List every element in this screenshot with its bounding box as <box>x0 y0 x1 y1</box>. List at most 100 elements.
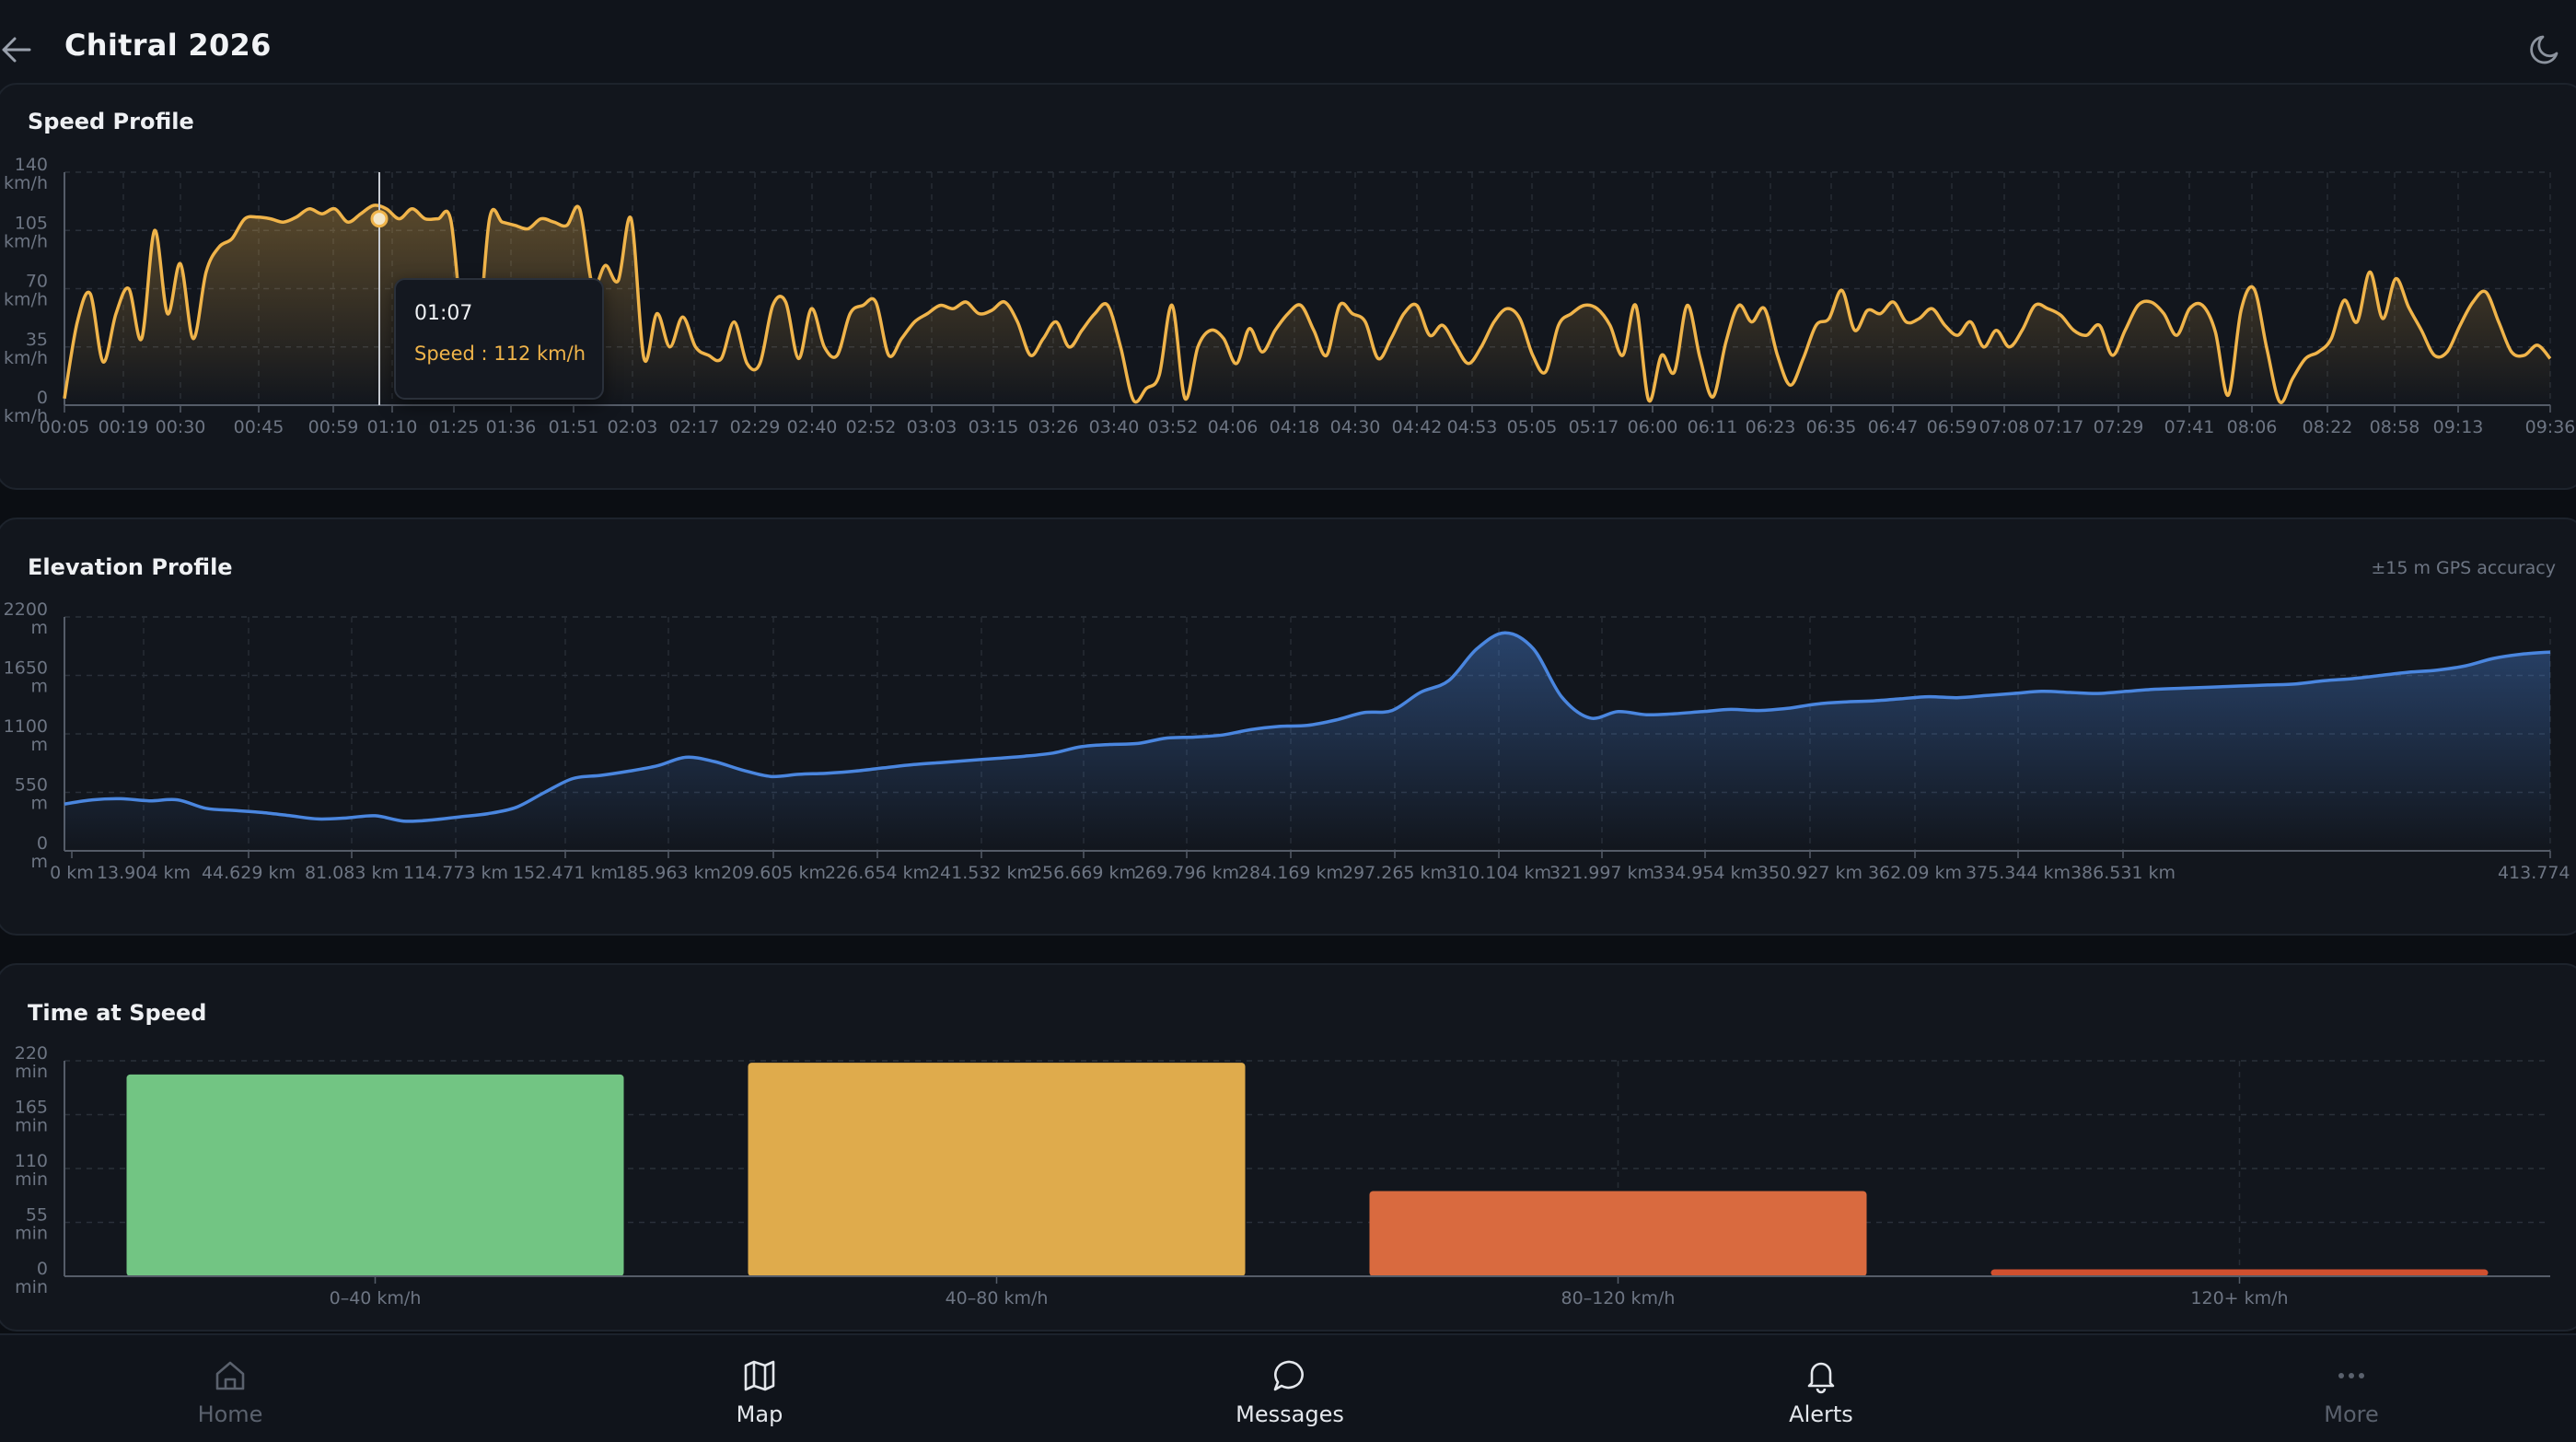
x-tick-label: 07:17 <box>2034 417 2084 437</box>
y-tick-label: 55 <box>26 1205 48 1226</box>
x-tick-label: 00:19 <box>99 417 149 437</box>
x-tick-label: 02:17 <box>669 417 720 437</box>
bar-4 <box>1990 1269 2489 1276</box>
bottom-nav: Home Map Messages Alerts More <box>0 1333 2576 1442</box>
gps-accuracy-note: ±15 m GPS accuracy <box>2371 558 2556 578</box>
bell-icon <box>1807 1362 1835 1394</box>
x-tick-label: 375.344 km <box>1966 863 2071 883</box>
x-tick-label: 310.104 km <box>1446 863 1551 883</box>
tooltip-time: 01:07 <box>414 302 473 325</box>
crosshair-point <box>370 210 389 228</box>
tooltip-speed: Speed : 112 km/h <box>414 343 586 365</box>
y-tick-label: 0 <box>37 388 48 408</box>
y-tick-unit: m <box>30 618 48 638</box>
x-tick-label: 02:40 <box>787 417 838 437</box>
x-tick-label: 02:52 <box>846 417 897 437</box>
x-tick-label: 03:40 <box>1089 417 1140 437</box>
x-tick-label: 09:13 <box>2433 417 2484 437</box>
y-tick-unit: m <box>30 735 48 755</box>
time-at-speed-card: Time at Speed 0 min 55 min 110 min 165 min 220 mi… <box>0 963 2576 1332</box>
y-tick-label: 220 <box>15 1043 48 1064</box>
message-icon <box>1273 1360 1304 1391</box>
x-tick-label: 03:15 <box>969 417 1019 437</box>
x-tick-label: 07:41 <box>2164 417 2215 437</box>
x-tick-label: 386.531 km <box>2071 863 2176 883</box>
bar-3 <box>1369 1191 1867 1276</box>
x-tick-label: 03:03 <box>907 417 957 437</box>
nav-map[interactable]: Map <box>658 1335 861 1442</box>
series-line <box>64 631 2551 823</box>
x-tick-label: 04:53 <box>1447 417 1498 437</box>
nav-messages-label: Messages <box>1236 1401 1344 1427</box>
x-tick-label: 06:11 <box>1688 417 1738 437</box>
y-tick-unit: km/h <box>4 290 48 310</box>
x-tick-label: 08:58 <box>2370 417 2420 437</box>
nav-more[interactable]: More <box>2250 1335 2453 1442</box>
bar-1 <box>126 1074 624 1276</box>
x-tick-label: 120+ km/h <box>2190 1288 2288 1308</box>
x-tick-label: 06:23 <box>1746 417 1796 437</box>
x-tick-label: 334.954 km <box>1653 863 1758 883</box>
x-tick-label: 114.773 km <box>403 863 508 883</box>
x-tick-label: 03:52 <box>1148 417 1199 437</box>
y-tick-unit: m <box>30 677 48 697</box>
x-tick-label: 350.927 km <box>1758 863 1862 883</box>
x-tick-label: 209.605 km <box>721 863 826 883</box>
x-tick-label: 03:26 <box>1028 417 1079 437</box>
nav-alerts-label: Alerts <box>1789 1401 1853 1427</box>
nav-messages[interactable]: Messages <box>1189 1335 1391 1442</box>
x-tick-label: 185.963 km <box>616 863 721 883</box>
x-tick-label: 321.997 km <box>1549 863 1654 883</box>
x-tick-label: 07:29 <box>2094 417 2144 437</box>
y-tick-unit: min <box>15 1277 48 1297</box>
x-tick-label: 06:00 <box>1628 417 1678 437</box>
x-tick-label: 01:36 <box>486 417 537 437</box>
series-area <box>64 204 2550 405</box>
x-tick-label: 284.169 km <box>1238 863 1343 883</box>
y-tick-unit: m <box>30 794 48 814</box>
x-tick-label: 01:10 <box>367 417 418 437</box>
x-tick-label: 256.669 km <box>1031 863 1136 883</box>
more-icon <box>2338 1373 2364 1378</box>
nav-home[interactable]: Home <box>129 1335 331 1442</box>
y-tick-label: 70 <box>26 272 48 292</box>
y-tick-label: 2200 <box>4 599 48 620</box>
x-tick-label: 297.265 km <box>1342 863 1447 883</box>
speed-profile-card: Speed Profile 0 km/h 35 km/h 70 km/h 105 km/h 14… <box>0 83 2576 490</box>
bar-2 <box>748 1063 1246 1276</box>
series-area <box>64 633 2550 851</box>
nav-alerts[interactable]: Alerts <box>1720 1335 1922 1442</box>
moon-icon[interactable] <box>2526 31 2563 68</box>
x-tick-label: 01:51 <box>549 417 599 437</box>
x-tick-label: 152.471 km <box>513 863 618 883</box>
y-tick-label: 0 <box>37 1259 48 1279</box>
x-tick-label: 413.774 km <box>2498 863 2576 883</box>
x-tick-label: 06:35 <box>1806 417 1857 437</box>
x-tick-label: 02:03 <box>608 417 658 437</box>
speed-profile-title: Speed Profile <box>28 109 194 134</box>
time-at-speed-title: Time at Speed <box>28 1000 207 1026</box>
x-tick-label: 40–80 km/h <box>946 1288 1049 1308</box>
x-tick-label: 00:30 <box>156 417 206 437</box>
x-tick-label: 05:05 <box>1507 417 1558 437</box>
x-tick-label: 06:59 <box>1927 417 1978 437</box>
page-title: Chitral 2026 <box>64 28 272 63</box>
y-tick-label: 165 <box>15 1098 48 1118</box>
y-tick-unit: km/h <box>4 406 48 426</box>
x-tick-label: 09:36 <box>2525 417 2576 437</box>
x-tick-label: 362.09 km <box>1868 863 1962 883</box>
y-tick-label: 35 <box>26 330 48 350</box>
x-tick-label: 13.904 km <box>97 863 191 883</box>
x-tick-label: 81.083 km <box>305 863 399 883</box>
arrow-left-icon[interactable] <box>0 31 33 68</box>
y-tick-label: 1100 <box>4 716 48 737</box>
speed-tooltip: 01:07 Speed : 112 km/h <box>394 278 604 400</box>
elevation-profile-title: Elevation Profile <box>28 554 233 580</box>
y-tick-label: 110 <box>15 1151 48 1171</box>
y-tick-unit: min <box>15 1224 48 1244</box>
home-icon <box>215 1361 245 1390</box>
x-tick-label: 00:59 <box>308 417 359 437</box>
